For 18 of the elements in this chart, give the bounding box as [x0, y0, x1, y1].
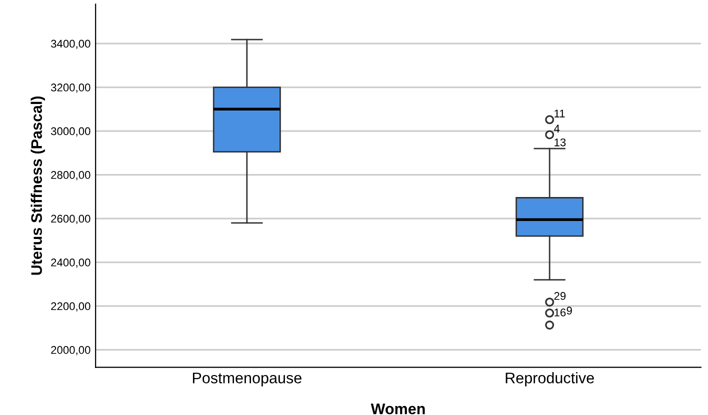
x-axis-title: Women	[370, 404, 425, 414]
y-tick-label: 3200,00	[50, 84, 90, 93]
annotation: 16	[554, 308, 566, 316]
y-tick-label: 2200,00	[51, 302, 90, 312]
y-tick-label: 2800,00	[51, 171, 90, 180]
y-tick-label: 2600,00	[51, 214, 90, 224]
y-tick-label: 2000,00	[51, 346, 90, 356]
annotation: 4	[554, 124, 560, 132]
y-tick-label: 2400,00	[51, 258, 90, 268]
y-tick-label: 3400,00	[50, 40, 90, 49]
y-tick-label: 3000,00	[50, 127, 90, 136]
annotation: 9	[566, 306, 572, 315]
y-axis-title: Uterus Stiffness (Pascal)	[30, 96, 46, 275]
x-tick-label: Reproductive	[506, 372, 594, 386]
x-tick-label: Postmenopause	[192, 372, 302, 386]
annotation: 11	[554, 110, 565, 118]
annotation: 29	[554, 292, 566, 300]
annotation: 13	[554, 138, 566, 146]
